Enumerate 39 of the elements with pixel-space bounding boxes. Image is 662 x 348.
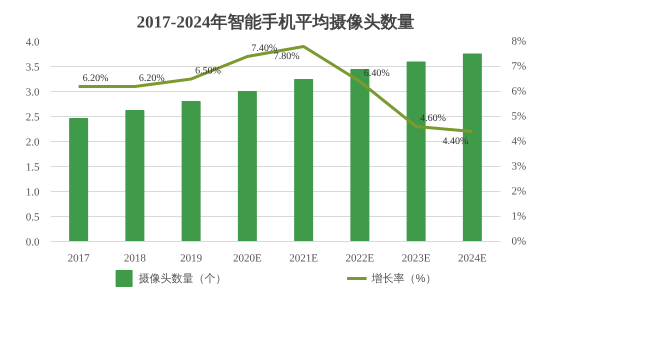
y-tick-label: 0.0 [26,236,40,248]
bar [182,101,201,242]
data-label: 7.40% [251,43,278,54]
x-tick-label: 2023E [402,252,431,264]
y-tick-label: 0.5 [26,212,40,224]
bar [294,79,314,242]
bar [69,118,88,242]
legend-label: 摄像头数量（个） [138,272,227,286]
y-tick-label: 3.0 [26,86,40,98]
y2-tick-label: 6% [512,86,526,98]
y2-tick-label: 3% [512,160,526,172]
data-label: 7.80% [274,51,300,62]
x-tick-label: 2019 [180,252,203,264]
y-tick-label: 1.0 [26,186,40,198]
x-tick-label: 2021E [289,252,318,264]
data-label: 6.20% [138,73,165,84]
line-series [77,45,474,133]
y-tick-label: 4.0 [26,36,40,48]
y2-tick-label: 8% [512,36,526,48]
y2-tick-label: 2% [512,186,526,198]
y2-tick-label: 1% [512,210,526,222]
y-tick-label: 3.5 [26,62,40,74]
x-tick-label: 2024E [458,252,488,264]
data-label: 6.20% [82,73,108,84]
y-tick-label: 2.0 [26,136,40,148]
x-tick-label: 2018 [124,252,146,264]
y2-tick-label: 7% [512,60,526,72]
y2-tick-label: 5% [512,110,526,122]
y-tick-label: 2.5 [26,112,40,124]
x-tick-label: 2017 [68,252,90,264]
x-tick-label: 2020E [233,252,262,264]
y2-tick-label: 4% [512,136,526,148]
bar [125,110,144,242]
y-tick-label: 1.5 [26,162,40,174]
y2-tick-label: 0% [512,236,526,248]
bar [238,91,257,242]
x-tick-label: 2022E [346,252,375,264]
chart-title: 2017-2024年智能手机平均摄像头数量 [136,12,414,32]
legend-label: 增长率（%） [372,272,436,286]
